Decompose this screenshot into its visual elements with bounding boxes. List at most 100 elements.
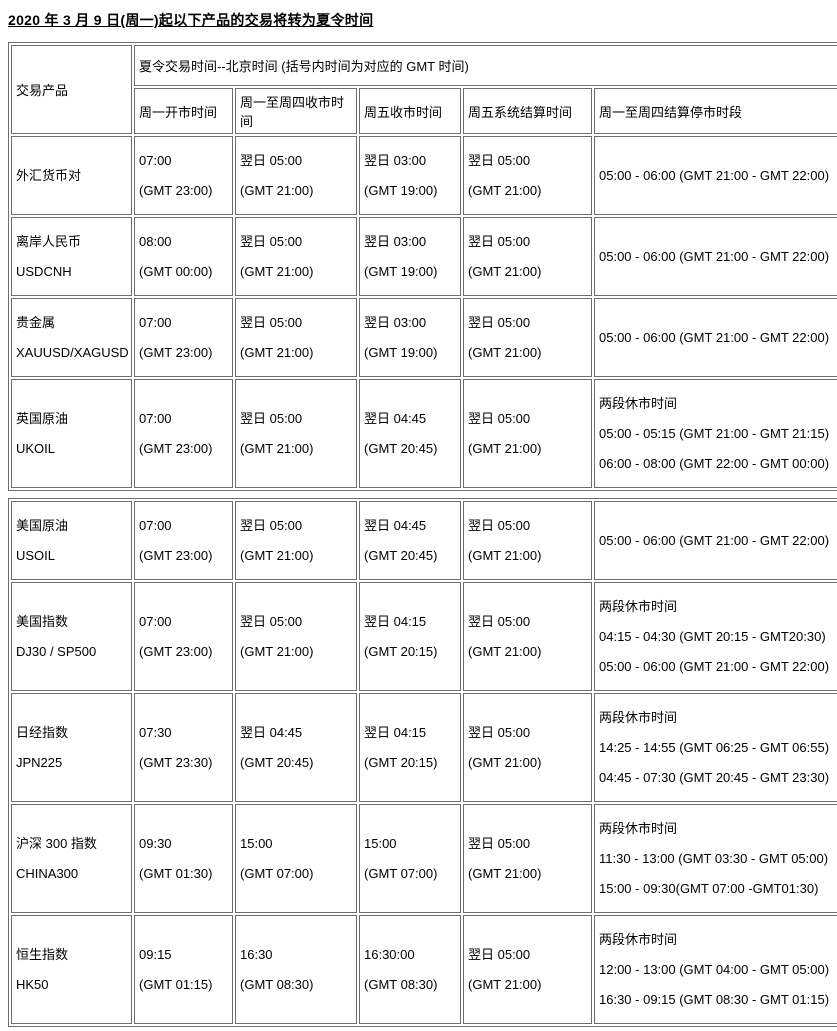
break-times-cell-line: 15:00 - 09:30(GMT 07:00 -GMT01:30) (599, 881, 819, 896)
product-cell-line: 沪深 300 指数 (16, 836, 97, 851)
break-times-cell-line: 05:00 - 06:00 (GMT 21:00 - GMT 22:00) (599, 533, 830, 548)
friday-close-cell-line: (GMT 20:15) (364, 755, 438, 770)
monday-open-cell-line: (GMT 23:00) (139, 345, 213, 360)
column-header-2: 周五收市时间 (359, 88, 461, 134)
break-times-cell-line: 两段休市时间 (599, 932, 678, 947)
break-times-cell-line: 12:00 - 13:00 (GMT 04:00 - GMT 05:00) (599, 962, 830, 977)
mon-thu-close-cell-line: 15:00 (240, 836, 273, 851)
friday-settlement-cell-line: (GMT 21:00) (468, 866, 542, 881)
friday-settlement-cell: 翌日 05:00 (GMT 21:00) (463, 582, 592, 691)
monday-open-cell-line: (GMT 23:00) (139, 644, 213, 659)
table-row: 外汇货币对 07:00 (GMT 23:00) 翌日 05:00 (GMT 21:00)… (11, 136, 837, 215)
friday-close-cell-line: 15:00 (364, 836, 397, 851)
break-times-cell: 两段休市时间 14:25 - 14:55 (GMT 06:25 - GMT 06:… (594, 693, 837, 802)
mon-thu-close-cell-line: 翌日 05:00 (240, 153, 303, 168)
monday-open-cell-line: 07:00 (139, 518, 172, 533)
product-cell: 英国原油 UKOIL (11, 379, 132, 488)
product-cell: 恒生指数 HK50 (11, 915, 132, 1024)
mon-thu-close-cell-line: 翌日 05:00 (240, 411, 303, 426)
monday-open-cell-line: 07:30 (139, 725, 172, 740)
monday-open-cell-line: (GMT 23:00) (139, 441, 213, 456)
monday-open-cell: 09:15 (GMT 01:15) (134, 915, 233, 1024)
friday-settlement-cell-line: (GMT 21:00) (468, 441, 542, 456)
break-times-cell: 05:00 - 06:00 (GMT 21:00 - GMT 22:00) (594, 298, 837, 377)
product-cell-line: DJ30 / SP500 (16, 644, 97, 659)
mon-thu-close-cell: 翌日 05:00 (GMT 21:00) (235, 217, 357, 296)
break-times-cell-line: 04:15 - 04:30 (GMT 20:15 - GMT20:30) (599, 629, 826, 644)
friday-settlement-cell-line: 翌日 05:00 (468, 725, 531, 740)
friday-close-cell: 翌日 04:15 (GMT 20:15) (359, 582, 461, 691)
friday-settlement-cell-line: (GMT 21:00) (468, 345, 542, 360)
friday-settlement-cell: 翌日 05:00 (GMT 21:00) (463, 217, 592, 296)
corner-header-trading-product: 交易产品 (11, 45, 132, 134)
table-row: 沪深 300 指数 CHINA300 09:30 (GMT 01:30) 15:00 (G… (11, 804, 837, 913)
table-row: 恒生指数 HK50 09:15 (GMT 01:15) 16:30 (GMT 08:30)… (11, 915, 837, 1024)
break-times-cell: 两段休市时间 11:30 - 13:00 (GMT 03:30 - GMT 05:… (594, 804, 837, 913)
monday-open-cell-line: 07:00 (139, 411, 172, 426)
product-cell-line: 日经指数 (16, 725, 69, 740)
break-times-cell-line: 05:00 - 06:00 (GMT 21:00 - GMT 22:00) (599, 168, 830, 183)
friday-close-cell: 16:30:00 (GMT 08:30) (359, 915, 461, 1024)
friday-close-cell-line: (GMT 19:00) (364, 183, 438, 198)
friday-settlement-cell: 翌日 05:00 (GMT 21:00) (463, 136, 592, 215)
product-cell: 贵金属 XAUUSD/XAGUSD (11, 298, 132, 377)
product-cell-line: USOIL (16, 548, 56, 563)
mon-thu-close-cell-line: 翌日 05:00 (240, 234, 303, 249)
friday-close-cell-line: (GMT 20:45) (364, 548, 438, 563)
monday-open-cell-line: 09:30 (139, 836, 172, 851)
mon-thu-close-cell: 翌日 05:00 (GMT 21:00) (235, 582, 357, 691)
product-cell-line: JPN225 (16, 755, 63, 770)
mon-thu-close-cell-line: 翌日 05:00 (240, 614, 303, 629)
column-header-0: 周一开市时间 (134, 88, 233, 134)
monday-open-cell: 08:00 (GMT 00:00) (134, 217, 233, 296)
friday-close-cell: 翌日 03:00 (GMT 19:00) (359, 136, 461, 215)
monday-open-cell-line: (GMT 01:30) (139, 866, 213, 881)
break-times-cell: 05:00 - 06:00 (GMT 21:00 - GMT 22:00) (594, 136, 837, 215)
mon-thu-close-cell: 翌日 05:00 (GMT 21:00) (235, 136, 357, 215)
trading-hours-table-lower: 美国原油 USOIL 07:00 (GMT 23:00) 翌日 05:00 (GMT 21… (8, 498, 837, 1027)
break-times-cell-line: 两段休市时间 (599, 396, 678, 411)
product-cell-line: USDCNH (16, 264, 72, 279)
break-times-cell-line: 05:00 - 05:15 (GMT 21:00 - GMT 21:15) (599, 426, 830, 441)
product-cell-line: 离岸人民币 (16, 234, 82, 249)
friday-settlement-cell: 翌日 05:00 (GMT 21:00) (463, 915, 592, 1024)
break-times-cell-line: 11:30 - 13:00 (GMT 03:30 - GMT 05:00) (599, 851, 829, 866)
monday-open-cell-line: (GMT 01:15) (139, 977, 213, 992)
product-cell: 离岸人民币 USDCNH (11, 217, 132, 296)
product-cell-line: 英国原油 (16, 411, 69, 426)
mon-thu-close-cell-line: (GMT 21:00) (240, 441, 314, 456)
break-times-cell: 05:00 - 06:00 (GMT 21:00 - GMT 22:00) (594, 217, 837, 296)
product-cell-line: 美国指数 (16, 614, 69, 629)
product-cell: 美国指数 DJ30 / SP500 (11, 582, 132, 691)
break-times-cell: 05:00 - 06:00 (GMT 21:00 - GMT 22:00) (594, 501, 837, 580)
friday-close-cell: 翌日 04:45 (GMT 20:45) (359, 379, 461, 488)
monday-open-cell-line: (GMT 00:00) (139, 264, 213, 279)
friday-settlement-cell: 翌日 05:00 (GMT 21:00) (463, 501, 592, 580)
break-times-cell-line: 14:25 - 14:55 (GMT 06:25 - GMT 06:55) (599, 740, 830, 755)
break-times-cell-line: 05:00 - 06:00 (GMT 21:00 - GMT 22:00) (599, 330, 830, 345)
friday-settlement-cell-line: 翌日 05:00 (468, 614, 531, 629)
friday-settlement-cell-line: 翌日 05:00 (468, 518, 531, 533)
mon-thu-close-cell: 16:30 (GMT 08:30) (235, 915, 357, 1024)
break-times-cell-line: 05:00 - 06:00 (GMT 21:00 - GMT 22:00) (599, 659, 830, 674)
break-times-cell: 两段休市时间 04:15 - 04:30 (GMT 20:15 - GMT20:3… (594, 582, 837, 691)
friday-close-cell-line: 翌日 03:00 (364, 153, 427, 168)
monday-open-cell: 09:30 (GMT 01:30) (134, 804, 233, 913)
friday-settlement-cell-line: 翌日 05:00 (468, 411, 531, 426)
friday-settlement-cell-line: (GMT 21:00) (468, 644, 542, 659)
break-times-cell: 两段休市时间 05:00 - 05:15 (GMT 21:00 - GMT 21:… (594, 379, 837, 488)
monday-open-cell: 07:00 (GMT 23:00) (134, 582, 233, 691)
product-cell-line: 恒生指数 (16, 947, 69, 962)
friday-settlement-cell: 翌日 05:00 (GMT 21:00) (463, 379, 592, 488)
break-times-cell-line: 两段休市时间 (599, 599, 678, 614)
monday-open-cell: 07:00 (GMT 23:00) (134, 501, 233, 580)
break-times-cell-line: 两段休市时间 (599, 710, 678, 725)
monday-open-cell-line: (GMT 23:00) (139, 183, 213, 198)
column-header-row: 周一开市时间 周一至周四收市时间 周五收市时间 周五系统结算时间 周一至周四结算停市时段 (11, 88, 837, 134)
mon-thu-close-cell: 15:00 (GMT 07:00) (235, 804, 357, 913)
friday-close-cell-line: (GMT 19:00) (364, 264, 438, 279)
monday-open-cell-line: (GMT 23:30) (139, 755, 213, 770)
mon-thu-close-cell: 翌日 05:00 (GMT 21:00) (235, 379, 357, 488)
friday-close-cell: 翌日 04:15 (GMT 20:15) (359, 693, 461, 802)
